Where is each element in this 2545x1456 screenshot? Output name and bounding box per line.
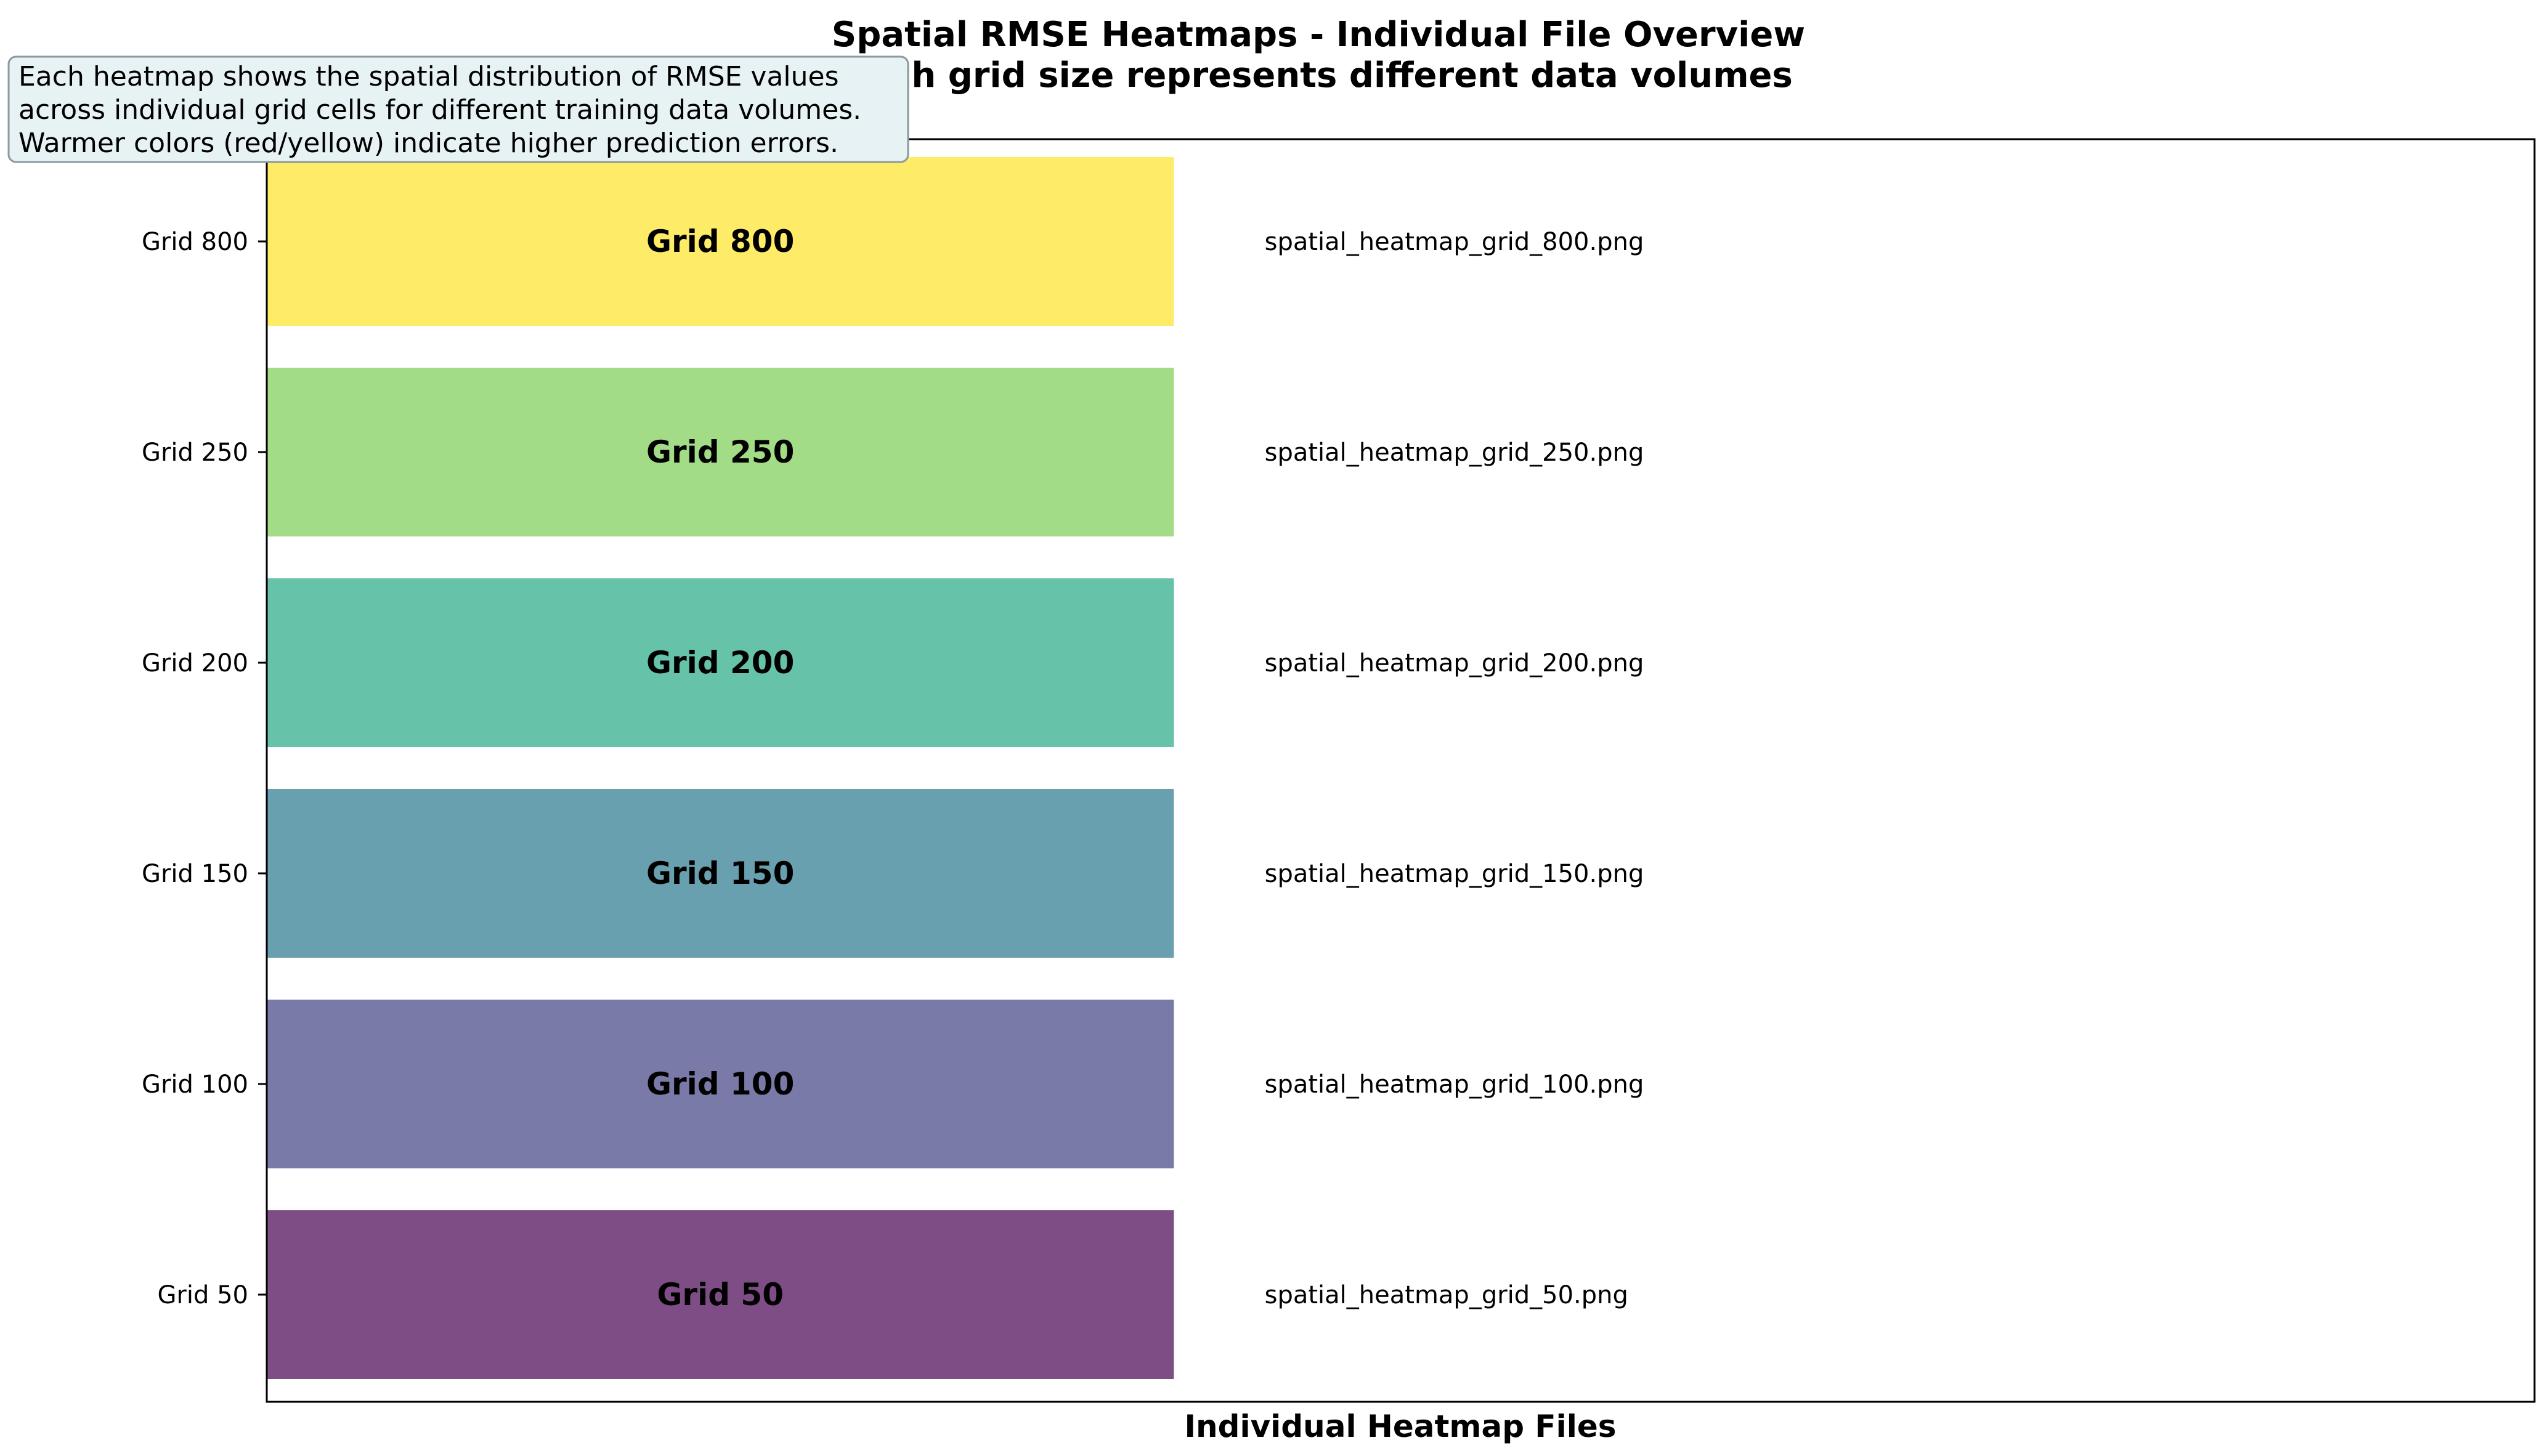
y-tick-label: Grid 250 [142, 439, 248, 467]
bar-label: Grid 100 [646, 1066, 794, 1102]
file-name-label: spatial_heatmap_grid_800.png [1265, 228, 1644, 256]
bar-label: Grid 250 [646, 434, 794, 470]
bar-label: Grid 200 [646, 645, 794, 681]
y-tick-label: Grid 800 [142, 228, 248, 256]
file-name-label: spatial_heatmap_grid_250.png [1265, 439, 1644, 467]
annotation-box: Each heatmap shows the spatial distribut… [7, 55, 909, 163]
y-tick-label: Grid 200 [142, 649, 248, 677]
file-name-label: spatial_heatmap_grid_100.png [1265, 1070, 1644, 1099]
file-name-label: spatial_heatmap_grid_50.png [1265, 1281, 1628, 1309]
bar-grid-800 [267, 157, 1174, 326]
chart-title-line-2: Each grid size represents different data… [844, 55, 1793, 95]
bar-label: Grid 800 [646, 224, 794, 259]
y-tick-label: Grid 150 [142, 860, 248, 888]
y-tick-label: Grid 50 [157, 1281, 248, 1309]
bar-grid-100 [267, 1000, 1174, 1168]
file-name-label: spatial_heatmap_grid_150.png [1265, 860, 1644, 888]
file-name-label: spatial_heatmap_grid_200.png [1265, 649, 1644, 677]
bar-grid-250 [267, 368, 1174, 536]
bar-grid-50 [267, 1210, 1174, 1379]
plot-area: Grid 50 spatial_heatmap_grid_50.png Grid 5… [142, 157, 1644, 1379]
annotation-background [7, 55, 909, 163]
bar-grid-200 [267, 578, 1174, 747]
bar-grid-150 [267, 789, 1174, 958]
x-axis-label: Individual Heatmap Files [1184, 1409, 1616, 1444]
chart-title-line-1: Spatial RMSE Heatmaps - Individual File … [832, 15, 1805, 55]
annotation-line-3: Warmer colors (red/yellow) indicate high… [18, 127, 838, 159]
bar-label: Grid 150 [646, 855, 794, 891]
bar-label: Grid 50 [657, 1277, 784, 1312]
annotation-line-1: Each heatmap shows the spatial distribut… [18, 61, 839, 92]
plot-frame [266, 138, 2536, 1403]
annotation-line-2: across individual grid cells for differe… [18, 94, 861, 126]
y-tick-label: Grid 100 [142, 1070, 248, 1099]
